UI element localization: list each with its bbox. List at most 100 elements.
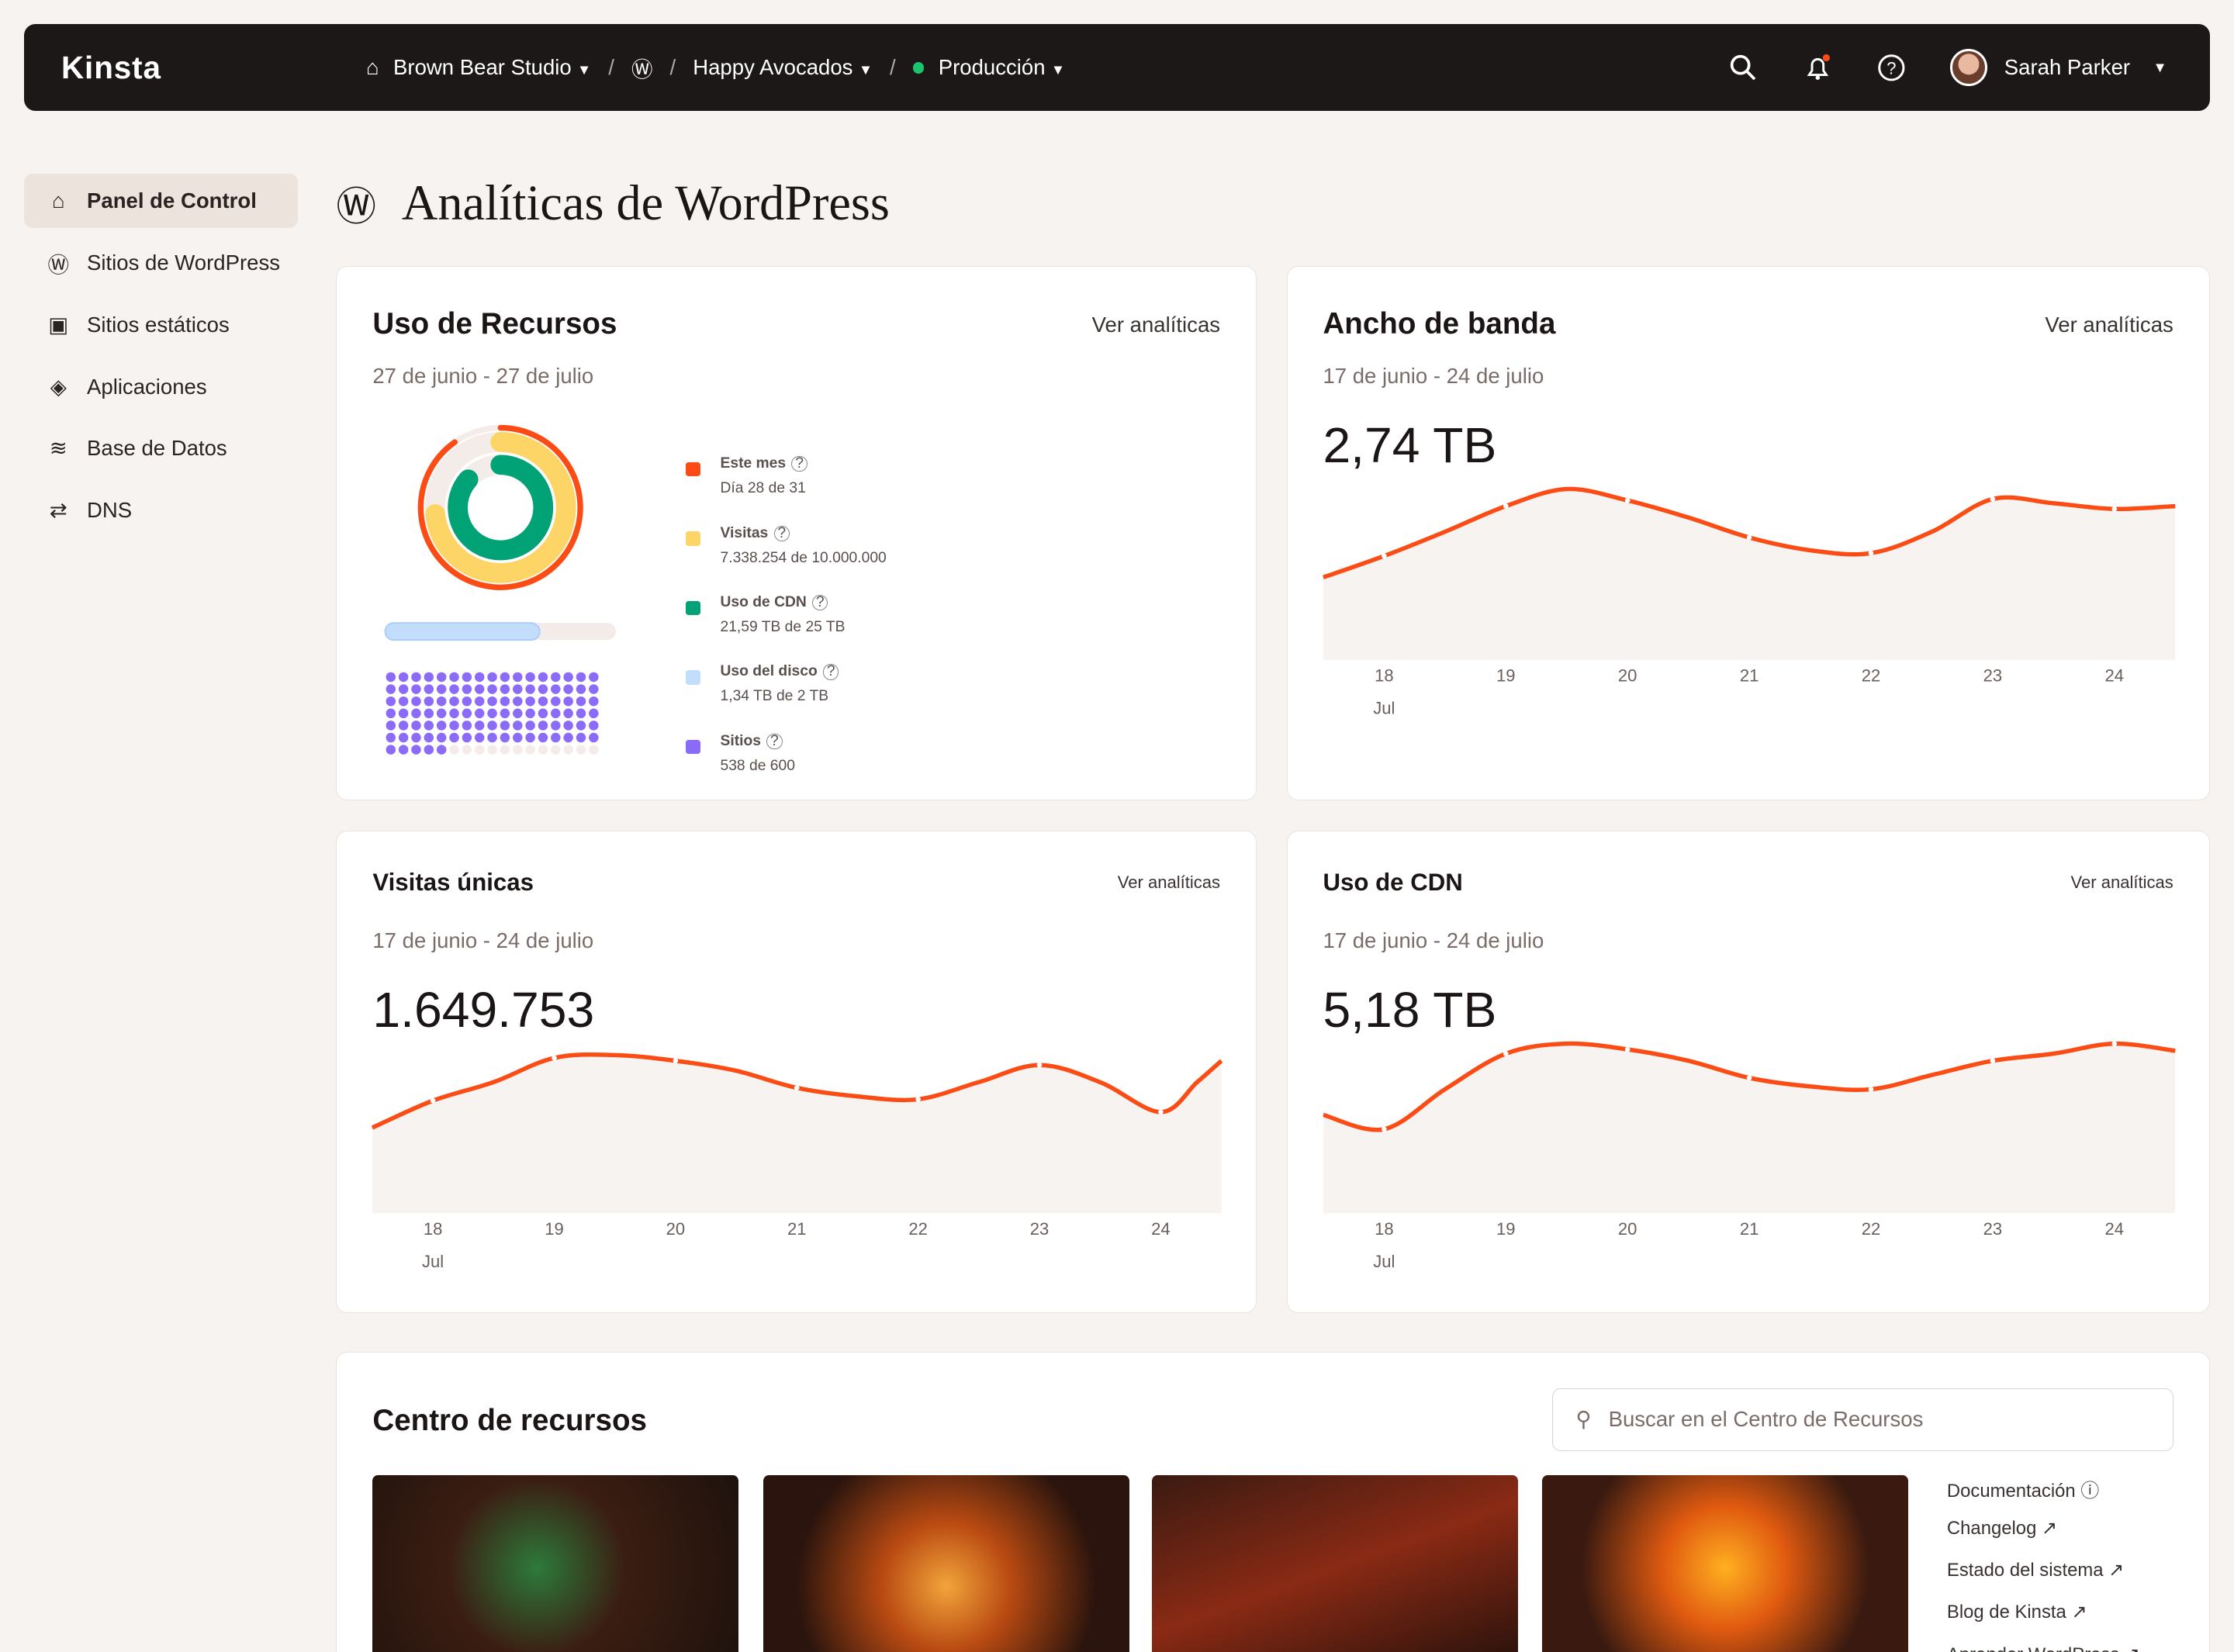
x-tick-label: 21 [1739, 1219, 1758, 1239]
sidebar-item-applications[interactable]: ◈ Aplicaciones [24, 360, 298, 414]
area-chart: 18 19 20 21 22 23 24 Jul [372, 1052, 1223, 1271]
site-dot [551, 672, 561, 683]
x-tick-label: 24 [2104, 1219, 2124, 1239]
site-dot [563, 709, 574, 719]
legend-detail: 1,34 TB de 2 TB [720, 688, 829, 705]
changelog-link[interactable]: Changelog ↗ [1946, 1518, 2057, 1540]
separator: / [890, 55, 896, 80]
help-icon[interactable]: ? [823, 664, 839, 680]
total-value: 2,74 TB [1323, 417, 1497, 474]
site-dot [462, 721, 472, 731]
site-dot [424, 709, 434, 719]
view-analytics-link[interactable]: Ver analíticas [2045, 313, 2173, 337]
sidebar-item-databases[interactable]: ≋ Base de Datos [24, 422, 298, 476]
site-dot [449, 709, 460, 719]
card-title: Uso de CDN [1323, 868, 1463, 896]
data-point [1990, 496, 1995, 503]
ring-2 [448, 454, 554, 561]
area-chart: 18 19 20 21 22 23 24 Jul [1322, 487, 2175, 718]
site-name: Happy Avocados [693, 55, 853, 80]
legend-detail: Día 28 de 31 [720, 480, 806, 497]
company-name: Brown Bear Studio [393, 55, 572, 80]
sidebar-item-label: Aplicaciones [87, 374, 207, 399]
site-dot [475, 684, 485, 695]
site-dot [462, 684, 472, 695]
x-tick-label: 20 [666, 1219, 686, 1239]
static-site-icon: ▣ [48, 312, 69, 337]
site-dot [563, 672, 574, 683]
company-switcher[interactable]: Brown Bear Studio ▼ [393, 55, 591, 80]
home-icon: ⌂ [51, 188, 65, 213]
x-tick-label: 22 [1861, 1219, 1880, 1239]
site-dot [437, 733, 447, 743]
legend-item: Este mes? Día 28 de 31 [686, 452, 886, 499]
page-title: Ⓦ Analíticas de WordPress [336, 174, 890, 232]
usage-legend: Este mes? Día 28 de 31 Visitas? 7.338.254 d… [686, 452, 887, 799]
site-dot [475, 672, 485, 683]
site-dot [538, 733, 548, 743]
bell-icon[interactable] [1802, 52, 1833, 83]
legend-label: Visitas? [721, 522, 887, 542]
view-analytics-link[interactable]: Ver analíticas [1091, 313, 1221, 337]
user-menu[interactable]: Sarah Parker ▼ [1949, 49, 2167, 87]
data-point [552, 1055, 558, 1061]
legend-swatch [686, 600, 700, 616]
site-dot [576, 709, 586, 719]
site-dot [475, 745, 485, 755]
search-icon[interactable] [1727, 52, 1758, 83]
learn-wordpress-link[interactable]: Aprender WordPress ↗ [1947, 1643, 2140, 1652]
resource-center-card: Centro de recursos ⚲ Buscar en el Centro … [336, 1352, 2210, 1652]
bandwidth-card: Ancho de banda 17 de junio - 24 de julio… [1286, 266, 2210, 801]
x-tick-label: 19 [545, 1219, 565, 1239]
card-title: Uso de Recursos [372, 306, 617, 340]
help-icon[interactable]: ? [791, 456, 807, 472]
kinsta-logo[interactable]: Kinsta [61, 49, 161, 85]
documentation-link[interactable]: Documentación ⓘ [1946, 1480, 2100, 1502]
resource-thumbnail[interactable] [1152, 1474, 1519, 1652]
data-point [1503, 503, 1509, 510]
site-dot [525, 684, 536, 695]
site-dot [525, 672, 536, 683]
date-range: 17 de junio - 24 de julio [1323, 364, 1544, 389]
x-tick-label: 18 [424, 1219, 443, 1239]
sidebar-item-dashboard[interactable]: ⌂ Panel de Control [24, 174, 298, 228]
resource-thumbnail[interactable] [1542, 1474, 1909, 1652]
view-analytics-link[interactable]: Ver analíticas [2070, 873, 2173, 893]
help-icon[interactable]: ? [812, 595, 828, 611]
site-dot [386, 672, 396, 683]
data-point [1381, 1126, 1387, 1132]
site-dot [437, 696, 447, 707]
resource-search-input[interactable]: ⚲ Buscar en el Centro de Recursos [1552, 1388, 2173, 1451]
sidebar-item-static-sites[interactable]: ▣ Sitios estáticos [24, 298, 298, 352]
site-switcher[interactable]: Happy Avocados ▼ [693, 55, 873, 80]
resource-thumbnail[interactable] [372, 1474, 739, 1652]
help-icon[interactable]: ? [773, 525, 790, 541]
help-icon[interactable]: ? [1876, 52, 1907, 83]
data-point [1746, 535, 1752, 541]
site-dot [551, 696, 561, 707]
system-status-link[interactable]: Estado del sistema ↗ [1946, 1560, 2125, 1581]
site-dot [449, 672, 460, 683]
site-dot [487, 672, 498, 683]
series-line [372, 1052, 1223, 1130]
help-icon: ⓘ [2080, 1480, 2100, 1502]
site-dot [538, 684, 548, 695]
site-dot [487, 745, 498, 755]
site-dot [576, 672, 586, 683]
card-title: Centro de recursos [372, 1404, 647, 1438]
total-value: 1.649.753 [372, 981, 595, 1038]
x-tick-label: 21 [1739, 666, 1758, 686]
wordpress-icon: Ⓦ [336, 185, 376, 230]
environment-switcher[interactable]: Producción ▼ [939, 55, 1065, 80]
help-icon[interactable]: ? [766, 734, 783, 749]
kinsta-blog-link[interactable]: Blog de Kinsta ↗ [1946, 1602, 2087, 1623]
x-tick-label: 22 [909, 1219, 929, 1239]
site-dot [513, 672, 523, 683]
site-dot [424, 745, 434, 755]
sidebar-item-wordpress-sites[interactable]: Ⓦ Sitios de WordPress [24, 236, 298, 290]
site-dot [500, 721, 510, 731]
area-fill [372, 1054, 1222, 1214]
resource-thumbnail[interactable] [763, 1474, 1129, 1652]
view-analytics-link[interactable]: Ver analíticas [1117, 873, 1221, 893]
sidebar-item-dns[interactable]: ⇄ DNS [24, 483, 298, 537]
